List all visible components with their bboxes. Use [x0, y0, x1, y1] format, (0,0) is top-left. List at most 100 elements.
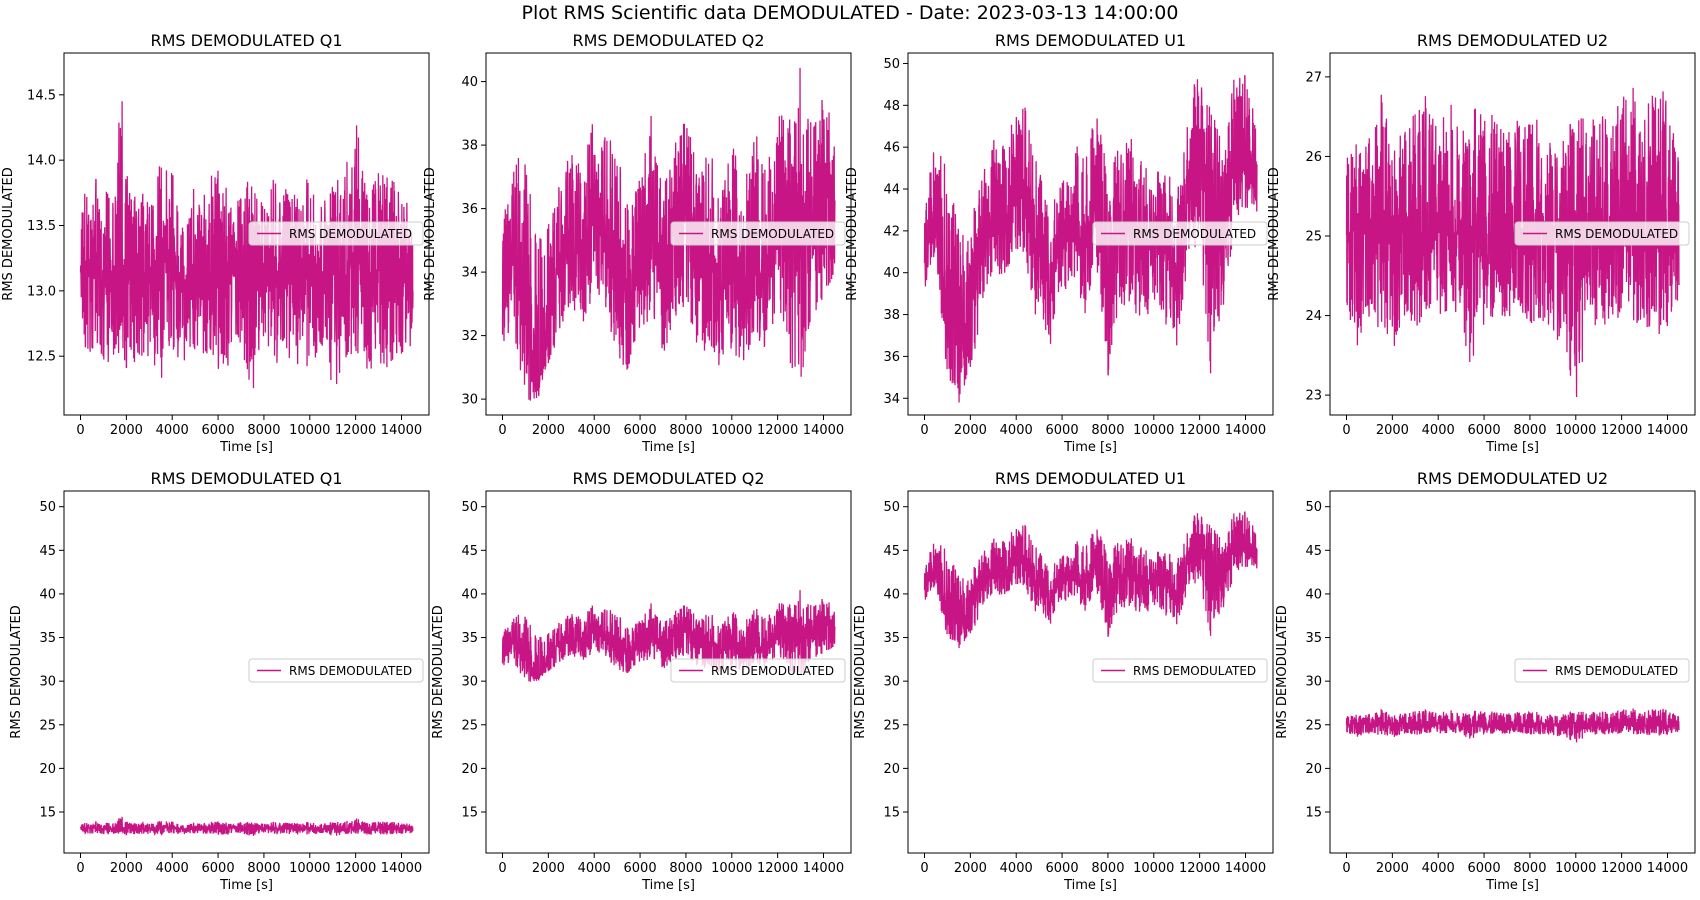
y-tick-label: 24 [1305, 309, 1322, 324]
x-tick-label: 10000 [289, 861, 330, 876]
x-tick-label: 8000 [1091, 861, 1124, 876]
x-tick-label: 10000 [1555, 861, 1596, 876]
x-tick-label: 12000 [335, 423, 376, 438]
x-tick-label: 0 [1342, 861, 1350, 876]
series-line-rms-demodulated [79, 101, 414, 389]
y-tick-label: 34 [461, 266, 478, 281]
y-tick-label: 40 [461, 75, 478, 90]
legend-label: RMS DEMODULATED [289, 227, 412, 241]
y-axis-label: RMS DEMODULATED [431, 605, 446, 738]
legend: RMS DEMODULATED [670, 658, 846, 683]
y-tick-label: 20 [461, 762, 478, 777]
plot-frame [907, 52, 1274, 416]
y-axis-label: RMS DEMODULATED [1267, 167, 1282, 300]
y-tick-label: 50 [461, 500, 478, 515]
legend-box [248, 221, 424, 246]
y-tick-label: 40 [883, 266, 900, 281]
legend-label: RMS DEMODULATED [711, 227, 834, 241]
y-tick-label: 44 [883, 183, 900, 198]
legend-label: RMS DEMODULATED [1133, 227, 1256, 241]
y-tick-label: 13.5 [27, 219, 56, 234]
x-tick-label: 6000 [1468, 423, 1501, 438]
y-tick-label: 25 [1305, 229, 1322, 244]
y-tick-label: 25 [883, 718, 900, 733]
x-tick-label: 2000 [1376, 861, 1409, 876]
y-tick-label: 30 [461, 393, 478, 408]
y-tick-label: 35 [1305, 631, 1322, 646]
subplot-title: RMS DEMODULATED Q2 [572, 469, 764, 488]
legend-label: RMS DEMODULATED [1555, 227, 1678, 241]
y-axis-label: RMS DEMODULATED [1275, 605, 1290, 738]
plot-frame [907, 490, 1274, 854]
legend-label: RMS DEMODULATED [1555, 664, 1678, 678]
legend-box [1514, 221, 1690, 246]
x-tick-label: 10000 [1133, 861, 1174, 876]
y-tick-label: 25 [461, 718, 478, 733]
y-tick-label: 20 [1305, 762, 1322, 777]
y-tick-label: 20 [39, 762, 56, 777]
x-tick-label: 12000 [335, 861, 376, 876]
x-tick-label: 0 [498, 861, 506, 876]
legend: RMS DEMODULATED [1514, 221, 1690, 246]
legend-box [1092, 221, 1268, 246]
y-tick-label: 48 [883, 99, 900, 114]
x-tick-label: 10000 [711, 861, 752, 876]
y-tick-label: 25 [1305, 718, 1322, 733]
x-tick-label: 4000 [578, 423, 611, 438]
x-axis-label: Time [s] [1485, 878, 1539, 893]
x-tick-label: 14000 [381, 861, 422, 876]
x-tick-label: 10000 [1133, 423, 1174, 438]
y-tick-label: 13.0 [27, 284, 56, 299]
y-axis-label: RMS DEMODULATED [423, 167, 438, 300]
y-axis-label: RMS DEMODULATED [853, 605, 868, 738]
x-axis-label: Time [s] [219, 878, 273, 893]
subplot-title: RMS DEMODULATED U1 [995, 469, 1186, 488]
x-tick-label: 0 [920, 423, 928, 438]
y-tick-label: 15 [461, 806, 478, 821]
plot-frame [63, 52, 430, 416]
legend-box [248, 658, 424, 683]
y-tick-label: 30 [39, 675, 56, 690]
series-line-rms-demodulated [501, 590, 836, 682]
y-tick-label: 35 [39, 631, 56, 646]
legend-label: RMS DEMODULATED [289, 664, 412, 678]
subplot-5: 0 2000 4000 6000 8000 10000 12000 14000 15 20 25 30… [9, 469, 430, 893]
y-tick-label: 14.5 [27, 88, 56, 103]
y-tick-label: 50 [883, 500, 900, 515]
x-axis-label: Time [s] [1485, 440, 1539, 455]
x-tick-label: 12000 [1179, 861, 1220, 876]
x-axis-label: Time [s] [641, 440, 695, 455]
plot-frame [1329, 490, 1696, 854]
x-tick-label: 4000 [156, 423, 189, 438]
x-tick-label: 2000 [110, 861, 143, 876]
y-tick-label: 30 [1305, 675, 1322, 690]
x-tick-label: 2000 [954, 861, 987, 876]
x-axis-label: Time [s] [219, 440, 273, 455]
plot-frame [485, 52, 852, 416]
x-tick-label: 10000 [289, 423, 330, 438]
y-tick-label: 35 [461, 631, 478, 646]
legend-box [1514, 658, 1690, 683]
x-tick-label: 4000 [156, 861, 189, 876]
y-tick-label: 50 [39, 500, 56, 515]
legend: RMS DEMODULATED [1092, 221, 1268, 246]
y-tick-label: 45 [39, 544, 56, 559]
y-tick-label: 50 [883, 57, 900, 72]
x-tick-label: 6000 [624, 423, 657, 438]
x-tick-label: 2000 [1376, 423, 1409, 438]
x-tick-label: 0 [920, 861, 928, 876]
subplot-title: RMS DEMODULATED U1 [995, 31, 1186, 50]
x-tick-label: 8000 [1513, 861, 1546, 876]
x-tick-label: 14000 [1225, 423, 1266, 438]
x-axis-label: Time [s] [1063, 440, 1117, 455]
x-tick-label: 8000 [669, 861, 702, 876]
x-tick-label: 6000 [624, 861, 657, 876]
subplot-3: 0 2000 4000 6000 8000 10000 12000 14000 34 36 38 40… [845, 31, 1274, 455]
y-tick-label: 30 [461, 675, 478, 690]
x-tick-label: 6000 [202, 423, 235, 438]
series-line-rms-demodulated [1345, 708, 1680, 743]
x-tick-label: 0 [498, 423, 506, 438]
x-tick-label: 0 [76, 861, 84, 876]
y-tick-label: 25 [39, 718, 56, 733]
y-axis-label: RMS DEMODULATED [9, 605, 24, 738]
